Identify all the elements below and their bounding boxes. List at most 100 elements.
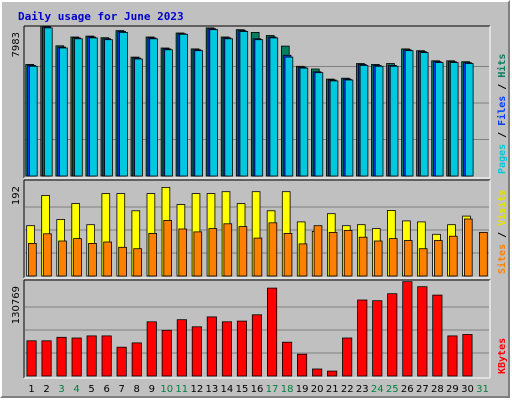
- bar-pages-day-1: [28, 65, 38, 177]
- bar-kbytes-day-6: [101, 335, 112, 377]
- bar-pages-day-25: [389, 65, 399, 177]
- bar-pages-day-11: [179, 33, 188, 177]
- panel-middle-max-label: 192: [11, 186, 22, 205]
- bar-pages-day-7: [119, 32, 128, 177]
- bar-kbytes-day-18: [281, 341, 293, 377]
- bar-sites-day-24: [373, 240, 383, 277]
- bar-pages-day-19: [299, 67, 309, 177]
- day-label-9: 9: [149, 384, 155, 395]
- bar-pages-day-6: [104, 39, 113, 177]
- bar-pages-day-16: [254, 39, 264, 177]
- bar-kbytes-day-7: [116, 346, 127, 377]
- bar-sites-day-29: [448, 235, 458, 277]
- day-label-2: 2: [43, 384, 49, 395]
- day-label-15: 15: [236, 384, 249, 395]
- day-label-6: 6: [104, 384, 110, 395]
- day-label-3: 3: [58, 384, 64, 395]
- bar-sites-day-18: [283, 232, 293, 277]
- day-label-23: 23: [356, 384, 369, 395]
- day-label-14: 14: [221, 384, 234, 395]
- bar-sites-day-30: [463, 218, 473, 277]
- day-label-5: 5: [88, 384, 94, 395]
- bar-sites-day-27: [418, 248, 428, 277]
- bar-sites-day-15: [238, 226, 248, 277]
- day-label-13: 13: [206, 384, 219, 395]
- day-label-20: 20: [311, 384, 324, 395]
- panel-top-series-label: Pages / Files / Hits: [496, 54, 508, 174]
- bar-sites-day-2: [43, 233, 52, 277]
- day-label-28: 28: [431, 384, 444, 395]
- bar-kbytes-day-1: [26, 340, 37, 377]
- bar-sites-day-28: [433, 240, 443, 277]
- day-label-11: 11: [175, 384, 188, 395]
- bar-sites-day-7: [118, 246, 127, 277]
- bar-pages-day-17: [269, 37, 279, 177]
- bar-kbytes-day-12: [191, 326, 202, 377]
- series-label-part: KBytes: [497, 338, 508, 374]
- day-label-16: 16: [251, 384, 264, 395]
- day-label-18: 18: [281, 384, 294, 395]
- bar-kbytes-day-20: [312, 368, 323, 377]
- bar-pages-day-3: [59, 47, 68, 177]
- bar-kbytes-day-11: [176, 319, 187, 377]
- day-label-31: 31: [476, 384, 489, 395]
- panel-bottom-max-label: 130769: [11, 286, 22, 324]
- bar-kbytes-day-2: [41, 340, 52, 377]
- day-label-22: 22: [341, 384, 354, 395]
- bar-kbytes-day-14: [221, 321, 233, 377]
- day-label-26: 26: [401, 384, 414, 395]
- bar-kbytes-day-29: [447, 335, 458, 377]
- chart-title: Daily usage for June 2023: [18, 10, 184, 23]
- day-label-30: 30: [461, 384, 474, 395]
- series-label-part: Sites: [496, 244, 508, 274]
- bar-sites-day-25: [388, 238, 398, 277]
- bar-kbytes-day-3: [56, 336, 67, 377]
- bar-sites-day-5: [88, 242, 97, 277]
- bar-kbytes-day-4: [71, 337, 82, 377]
- bar-sites-day-20: [313, 225, 323, 277]
- bar-pages-day-23: [359, 65, 369, 177]
- bar-sites-day-17: [268, 222, 278, 277]
- bar-kbytes-day-8: [131, 342, 142, 377]
- bar-kbytes-day-22: [342, 337, 353, 377]
- bar-sites-day-4: [73, 238, 82, 277]
- bar-sites-day-8: [133, 248, 142, 277]
- bar-sites-day-11: [178, 228, 188, 277]
- bar-sites-day-26: [403, 240, 413, 277]
- bar-kbytes-day-9: [146, 321, 157, 377]
- bar-pages-day-12: [194, 50, 204, 177]
- bar-pages-day-27: [419, 52, 429, 177]
- bar-pages-day-18: [284, 56, 294, 177]
- day-label-8: 8: [134, 384, 140, 395]
- panel-middle-series-label: Sites / Visits: [496, 190, 508, 274]
- panel-bottom-series-label: KBytes: [497, 338, 508, 374]
- bar-pages-day-9: [149, 38, 158, 177]
- bar-pages-day-30: [464, 63, 474, 177]
- bar-pages-day-22: [344, 79, 354, 177]
- bar-pages-day-20: [314, 72, 324, 177]
- series-label-part: /: [497, 78, 508, 96]
- bar-kbytes-day-23: [357, 299, 368, 377]
- day-label-21: 21: [326, 384, 339, 395]
- day-label-19: 19: [296, 384, 309, 395]
- bar-pages-day-13: [209, 29, 219, 177]
- series-label-part: Pages: [497, 144, 508, 174]
- day-label-27: 27: [416, 384, 429, 395]
- bar-sites-day-21: [328, 231, 338, 277]
- day-label-4: 4: [73, 384, 79, 395]
- bar-kbytes-day-24: [372, 300, 383, 377]
- bar-pages-day-24: [374, 65, 384, 177]
- bar-pages-day-8: [134, 58, 143, 177]
- bar-pages-day-15: [239, 31, 249, 177]
- day-label-17: 17: [266, 384, 279, 395]
- bar-pages-day-28: [434, 62, 444, 177]
- bar-sites-day-14: [223, 223, 233, 277]
- bar-sites-day-3: [58, 240, 67, 277]
- bar-kbytes-day-17: [266, 287, 278, 377]
- bar-kbytes-day-25: [387, 293, 398, 377]
- series-label-part: Visits: [496, 190, 508, 226]
- panel-top-max-label: 7983: [11, 32, 22, 57]
- day-label-10: 10: [160, 384, 173, 395]
- day-label-7: 7: [119, 384, 125, 395]
